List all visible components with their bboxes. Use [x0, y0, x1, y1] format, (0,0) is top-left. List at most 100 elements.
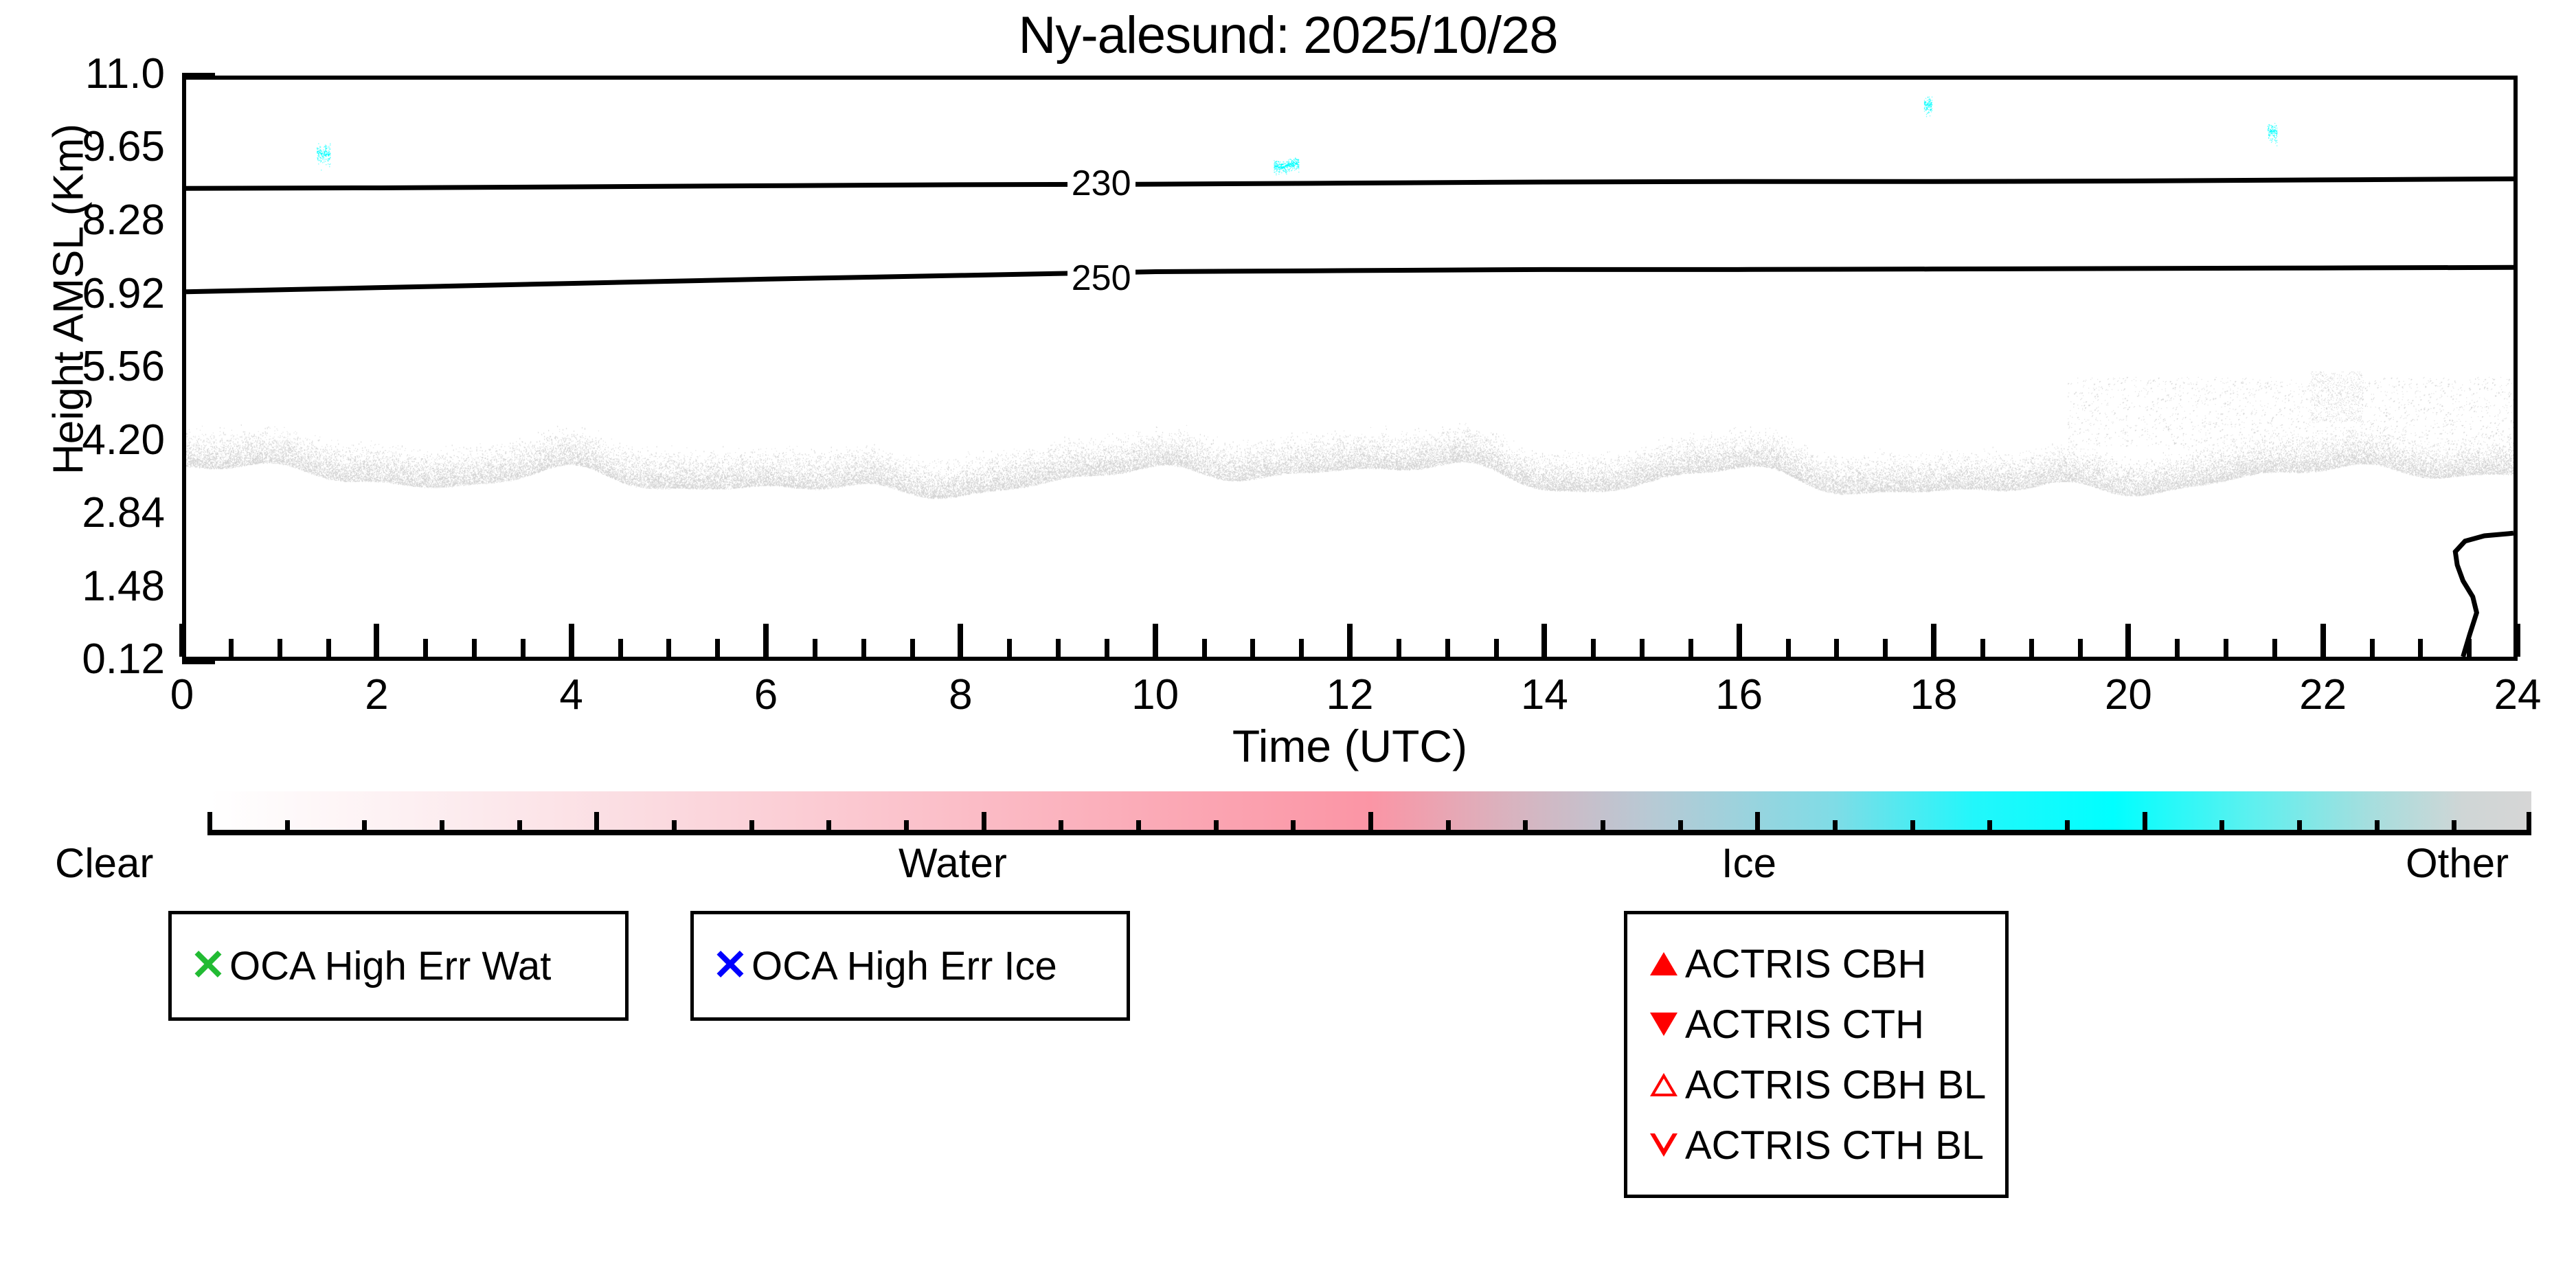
y-axis-tick — [182, 658, 215, 664]
colorbar-label-other: Other — [2406, 840, 2509, 886]
x-axis-tick-label: 2 — [365, 671, 389, 719]
colorbar-label-ice: Ice — [1721, 840, 1777, 886]
x-axis-tick — [1736, 624, 1742, 657]
x-axis-tick-label: 18 — [1910, 671, 1958, 719]
y-axis-tick-label: 4.20 — [82, 416, 165, 464]
legend-actris[interactable]: ACTRIS CBH ACTRIS CTH ACTRIS CBH BL ACTR… — [1624, 911, 2009, 1198]
legend-label: ACTRIS CBH BL — [1685, 1062, 1987, 1107]
x-axis-tick — [1541, 624, 1548, 657]
x-axis-tick — [1347, 624, 1353, 657]
colorbar-tick — [207, 812, 212, 835]
legend-label: OCA High Err Ice — [752, 943, 1057, 988]
x-axis-minor-tick — [1056, 639, 1061, 657]
colorbar-tick — [2527, 812, 2531, 835]
colorbar — [207, 791, 2531, 835]
x-axis-minor-tick — [520, 639, 526, 657]
x-axis-minor-tick — [1396, 639, 1401, 657]
triangle-down-open-icon — [1645, 1133, 1682, 1157]
colorbar-tick — [1987, 820, 1993, 835]
x-axis-minor-tick — [1591, 639, 1596, 657]
x-axis-tick — [179, 624, 185, 657]
x-axis-tick-label: 22 — [2299, 671, 2347, 719]
legend-row-actris-cbh-bl: ACTRIS CBH BL — [1627, 1054, 2005, 1115]
triangle-up-open-icon — [1645, 1073, 1682, 1096]
x-axis-tick — [2320, 624, 2326, 657]
colorbar-tick — [1059, 820, 1064, 835]
x-axis-tick-label: 6 — [754, 671, 778, 719]
x-axis-tick — [374, 624, 380, 657]
isotherm-line — [186, 179, 2513, 188]
legend-label: OCA High Err Wat — [229, 943, 552, 988]
x-axis-minor-tick — [2467, 639, 2472, 657]
colorbar-tick — [2452, 820, 2457, 835]
x-axis-minor-tick — [1250, 639, 1256, 657]
x-axis-minor-tick — [715, 639, 721, 657]
colorbar-tick — [2219, 820, 2225, 835]
colorbar-tick — [2142, 812, 2147, 835]
colorbar-tick — [981, 812, 986, 835]
x-axis-minor-tick — [1104, 639, 1109, 657]
colorbar-tick — [1910, 820, 1915, 835]
x-axis-tick-label: 0 — [170, 671, 194, 719]
colorbar-tick — [1368, 812, 1373, 835]
x-axis-minor-tick — [1493, 639, 1499, 657]
legend-row-actris-cth-bl: ACTRIS CTH BL — [1627, 1115, 2005, 1175]
y-axis-tick-label: 11.0 — [84, 50, 165, 98]
legend-oca-high-err-water[interactable]: ✕ OCA High Err Wat — [168, 911, 629, 1021]
legend-row: ✕ OCA High Err Ice — [694, 936, 1127, 996]
x-axis-minor-tick — [2272, 639, 2277, 657]
isotherm-contours — [186, 80, 2513, 657]
x-axis-tick — [2125, 624, 2132, 657]
legend-oca-high-err-ice[interactable]: ✕ OCA High Err Ice — [690, 911, 1130, 1021]
y-axis-tick-label: 2.84 — [82, 489, 165, 536]
x-axis-minor-tick — [1201, 639, 1207, 657]
colorbar-tick — [1677, 820, 1683, 835]
colorbar-tick — [440, 820, 444, 835]
triangle-down-filled-icon — [1645, 1013, 1682, 1036]
x-axis-tick-label: 4 — [559, 671, 583, 719]
x-axis-minor-tick — [1299, 639, 1304, 657]
x-axis-tick — [2515, 624, 2520, 657]
x-axis-minor-tick — [861, 639, 866, 657]
legend-row-actris-cth: ACTRIS CTH — [1627, 994, 2005, 1054]
x-axis-minor-tick — [326, 639, 331, 657]
colorbar-tick — [672, 820, 677, 835]
x-axis-minor-tick — [1883, 639, 1888, 657]
x-axis-minor-tick — [2077, 639, 2083, 657]
colorbar-tick — [1136, 820, 1141, 835]
x-axis-minor-tick — [2369, 639, 2375, 657]
x-axis-minor-tick — [1445, 639, 1450, 657]
x-axis-tick — [1152, 624, 1158, 657]
x-axis-tick-label: 12 — [1326, 671, 1374, 719]
x-axis-minor-tick — [2029, 639, 2034, 657]
colorbar-tick — [1445, 820, 1451, 835]
y-axis-tick-label: 5.56 — [82, 343, 165, 390]
legend-row-actris-cbh: ACTRIS CBH — [1627, 934, 2005, 994]
x-axis-tick-label: 16 — [1715, 671, 1763, 719]
isotherm-label: 250 — [1067, 260, 1136, 297]
colorbar-tick — [1523, 820, 1528, 835]
colorbar-tick — [1833, 820, 1838, 835]
colorbar-tick — [1755, 812, 1761, 835]
x-axis-minor-tick — [228, 639, 234, 657]
colorbar-tick — [1601, 820, 1605, 835]
colorbar-label-water: Water — [899, 840, 1007, 886]
page-title: Ny-alesund: 2025/10/28 — [1018, 6, 1558, 65]
x-axis-minor-tick — [2224, 639, 2228, 657]
x-axis-minor-tick — [2175, 639, 2180, 657]
x-axis-tick-label: 14 — [1520, 671, 1568, 719]
x-axis-minor-tick — [2418, 639, 2424, 657]
legend-label: ACTRIS CTH — [1685, 1002, 1924, 1047]
x-axis-minor-tick — [1007, 639, 1013, 657]
x-axis-tick-label: 8 — [949, 671, 973, 719]
isotherm-label: 230 — [1067, 165, 1136, 201]
x-axis-tick-label: 20 — [2104, 671, 2152, 719]
x-axis-tick — [1931, 624, 1936, 657]
x-axis-minor-tick — [618, 639, 623, 657]
cloud-phase-field — [186, 80, 2513, 657]
colorbar-tick — [517, 820, 522, 835]
x-axis-tick — [958, 624, 964, 657]
colorbar-tick — [284, 820, 290, 835]
x-axis-minor-tick — [666, 639, 672, 657]
x-axis-tick-label: 24 — [2494, 671, 2542, 719]
